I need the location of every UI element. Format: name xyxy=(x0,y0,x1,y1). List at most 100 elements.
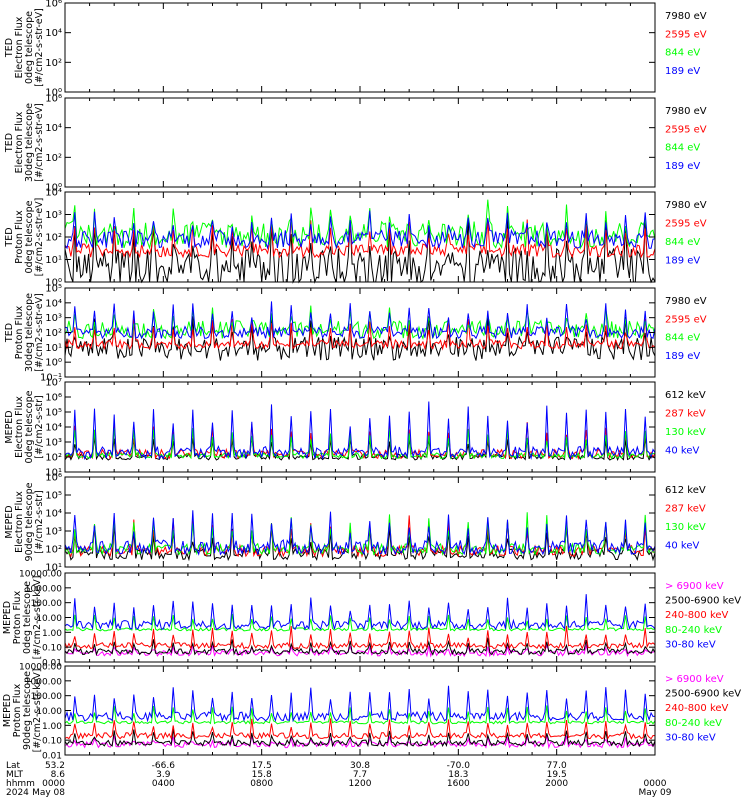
legend-label: 2500-6900 keV xyxy=(665,689,741,700)
footer-time-label: 0000 xyxy=(42,779,65,789)
series-line-4 xyxy=(64,210,656,250)
series-line-1 xyxy=(64,314,656,361)
legend-label: 844 eV xyxy=(665,333,700,344)
y-axis-label: TEDElectron Flux0deg telescope[#/cm2-s-s… xyxy=(4,8,45,87)
legend-label: 2595 eV xyxy=(665,314,707,325)
series-line-2 xyxy=(64,515,656,558)
footer-mlt-value: 19.5 xyxy=(547,770,567,780)
y-tick-label: 10³ xyxy=(45,210,62,221)
y-tick-label: 1000.00 xyxy=(25,584,62,594)
y-tick-label: 10.00 xyxy=(36,614,62,624)
y-tick-label: 1.00 xyxy=(42,722,62,732)
legend-label: 189 eV xyxy=(665,66,700,77)
series-line-3 xyxy=(64,625,656,650)
y-tick-label: 0.10 xyxy=(42,737,62,747)
legend-label: 189 eV xyxy=(665,161,700,172)
legend-label: > 6900 keV xyxy=(665,674,724,685)
y-tick-label: 10¹ xyxy=(45,343,62,354)
y-axis-label: MEPEDElectron Flux0deg telescope[#/cm2-s… xyxy=(4,390,45,463)
legend-label: 130 keV xyxy=(665,427,706,438)
footer-lat-value: 77.0 xyxy=(547,761,567,771)
y-axis-label: MEPEDProton Flux0deg telescope[#/cm2-s-s… xyxy=(2,576,43,660)
series-line-2 xyxy=(64,637,656,657)
series-line-1 xyxy=(64,643,656,658)
footer-mlt-value: 15.8 xyxy=(252,770,272,780)
footer-lat-value: -70.0 xyxy=(447,761,471,771)
y-tick-label: 0.10 xyxy=(42,644,62,654)
footer-lat-value: 17.5 xyxy=(252,761,272,771)
footer-lat-value: 53.2 xyxy=(45,761,65,771)
legend-label: 240-800 keV xyxy=(665,610,729,621)
legend-label: 189 eV xyxy=(665,351,700,362)
y-tick-label: 10⁶ xyxy=(45,393,62,404)
y-tick-label: 10² xyxy=(45,328,62,339)
legend-label: 130 keV xyxy=(665,522,706,533)
y-tick-label: 0.01 xyxy=(42,752,62,762)
y-tick-label: 100.00 xyxy=(31,692,63,702)
footer-date-label: May 08 xyxy=(32,788,65,798)
y-tick-label: 10⁴ xyxy=(45,188,62,199)
series-line-4 xyxy=(64,301,656,340)
legend-label: 7980 eV xyxy=(665,200,707,211)
footer-time-label: 0000 xyxy=(644,779,667,789)
series-line-5 xyxy=(64,685,656,723)
footer-row-label: MLT xyxy=(6,770,24,780)
y-tick-label: 10³ xyxy=(45,527,62,538)
y-tick-label: 10¹ xyxy=(45,255,62,266)
legend-label: 7980 eV xyxy=(665,11,707,22)
series-line-5 xyxy=(64,594,656,631)
y-tick-label: 10⁰ xyxy=(45,183,62,194)
footer-lat-value: -66.6 xyxy=(152,761,176,771)
y-tick-label: 10² xyxy=(45,233,62,244)
legend-label: > 6900 keV xyxy=(665,581,724,592)
legend-label: 2595 eV xyxy=(665,29,707,40)
y-tick-label: 10⁶ xyxy=(45,0,62,10)
legend-label: 612 keV xyxy=(665,390,706,401)
y-tick-label: 10² xyxy=(45,545,62,556)
legend-label: 287 keV xyxy=(665,504,706,515)
plot-frame xyxy=(64,2,656,93)
footer-time-label: 1600 xyxy=(447,779,470,789)
legend-label: 844 eV xyxy=(665,237,700,248)
y-tick-label: 10³ xyxy=(45,438,62,449)
y-axis-label: TEDProton Flux30deg telescope[#/cm2-s-st… xyxy=(4,293,45,372)
y-axis-label: MEPEDElectron Flux90deg telescope[#/cm2-… xyxy=(4,482,45,561)
legend-label: 40 keV xyxy=(665,446,699,457)
series-line-2 xyxy=(64,318,656,351)
y-axis-label: TEDProton Flux0deg telescope[#/cm2-s-str… xyxy=(4,198,45,277)
y-tick-label: 10⁵ xyxy=(45,284,62,295)
series-line-4 xyxy=(64,705,656,725)
y-tick-label: 10⁶ xyxy=(45,94,62,105)
plot-frame xyxy=(64,97,656,188)
legend-label: 30-80 keV xyxy=(665,732,716,743)
series-line-1 xyxy=(64,735,656,750)
footer-row-label: Lat xyxy=(6,761,21,771)
panel-8: 0.01 0.10 1.00 10.00 100.00 1000.00 10000.00ME… xyxy=(2,663,741,762)
footer-row-label: 2024 xyxy=(6,788,29,798)
legend-label: 7980 eV xyxy=(665,106,707,117)
legend-label: 612 keV xyxy=(665,485,706,496)
series-line-2 xyxy=(64,729,656,748)
series-line-1 xyxy=(64,215,656,284)
y-tick-label: 10000.00 xyxy=(19,663,62,673)
y-tick-label: 10⁴ xyxy=(45,298,62,309)
footer-lat-value: 30.8 xyxy=(350,761,370,771)
legend-label: 30-80 keV xyxy=(665,639,716,650)
y-tick-label: 10² xyxy=(45,453,62,464)
legend-label: 287 keV xyxy=(665,409,706,420)
y-tick-label: 10¹ xyxy=(45,468,62,479)
y-tick-label: 10³ xyxy=(45,313,62,324)
legend-label: 7980 eV xyxy=(665,296,707,307)
legend-label: 40 keV xyxy=(665,541,699,552)
plot-frame xyxy=(64,665,656,756)
y-axis-label: TEDElectron Flux30deg telescope[#/cm2-s-… xyxy=(4,103,45,182)
footer-time-label: 2000 xyxy=(545,779,568,789)
y-tick-label: 100.00 xyxy=(31,599,63,609)
y-tick-label: 10⁴ xyxy=(45,509,62,520)
panel-7: 0.01 0.10 1.00 10.00 100.00 1000.00 10000.00ME… xyxy=(2,570,741,669)
